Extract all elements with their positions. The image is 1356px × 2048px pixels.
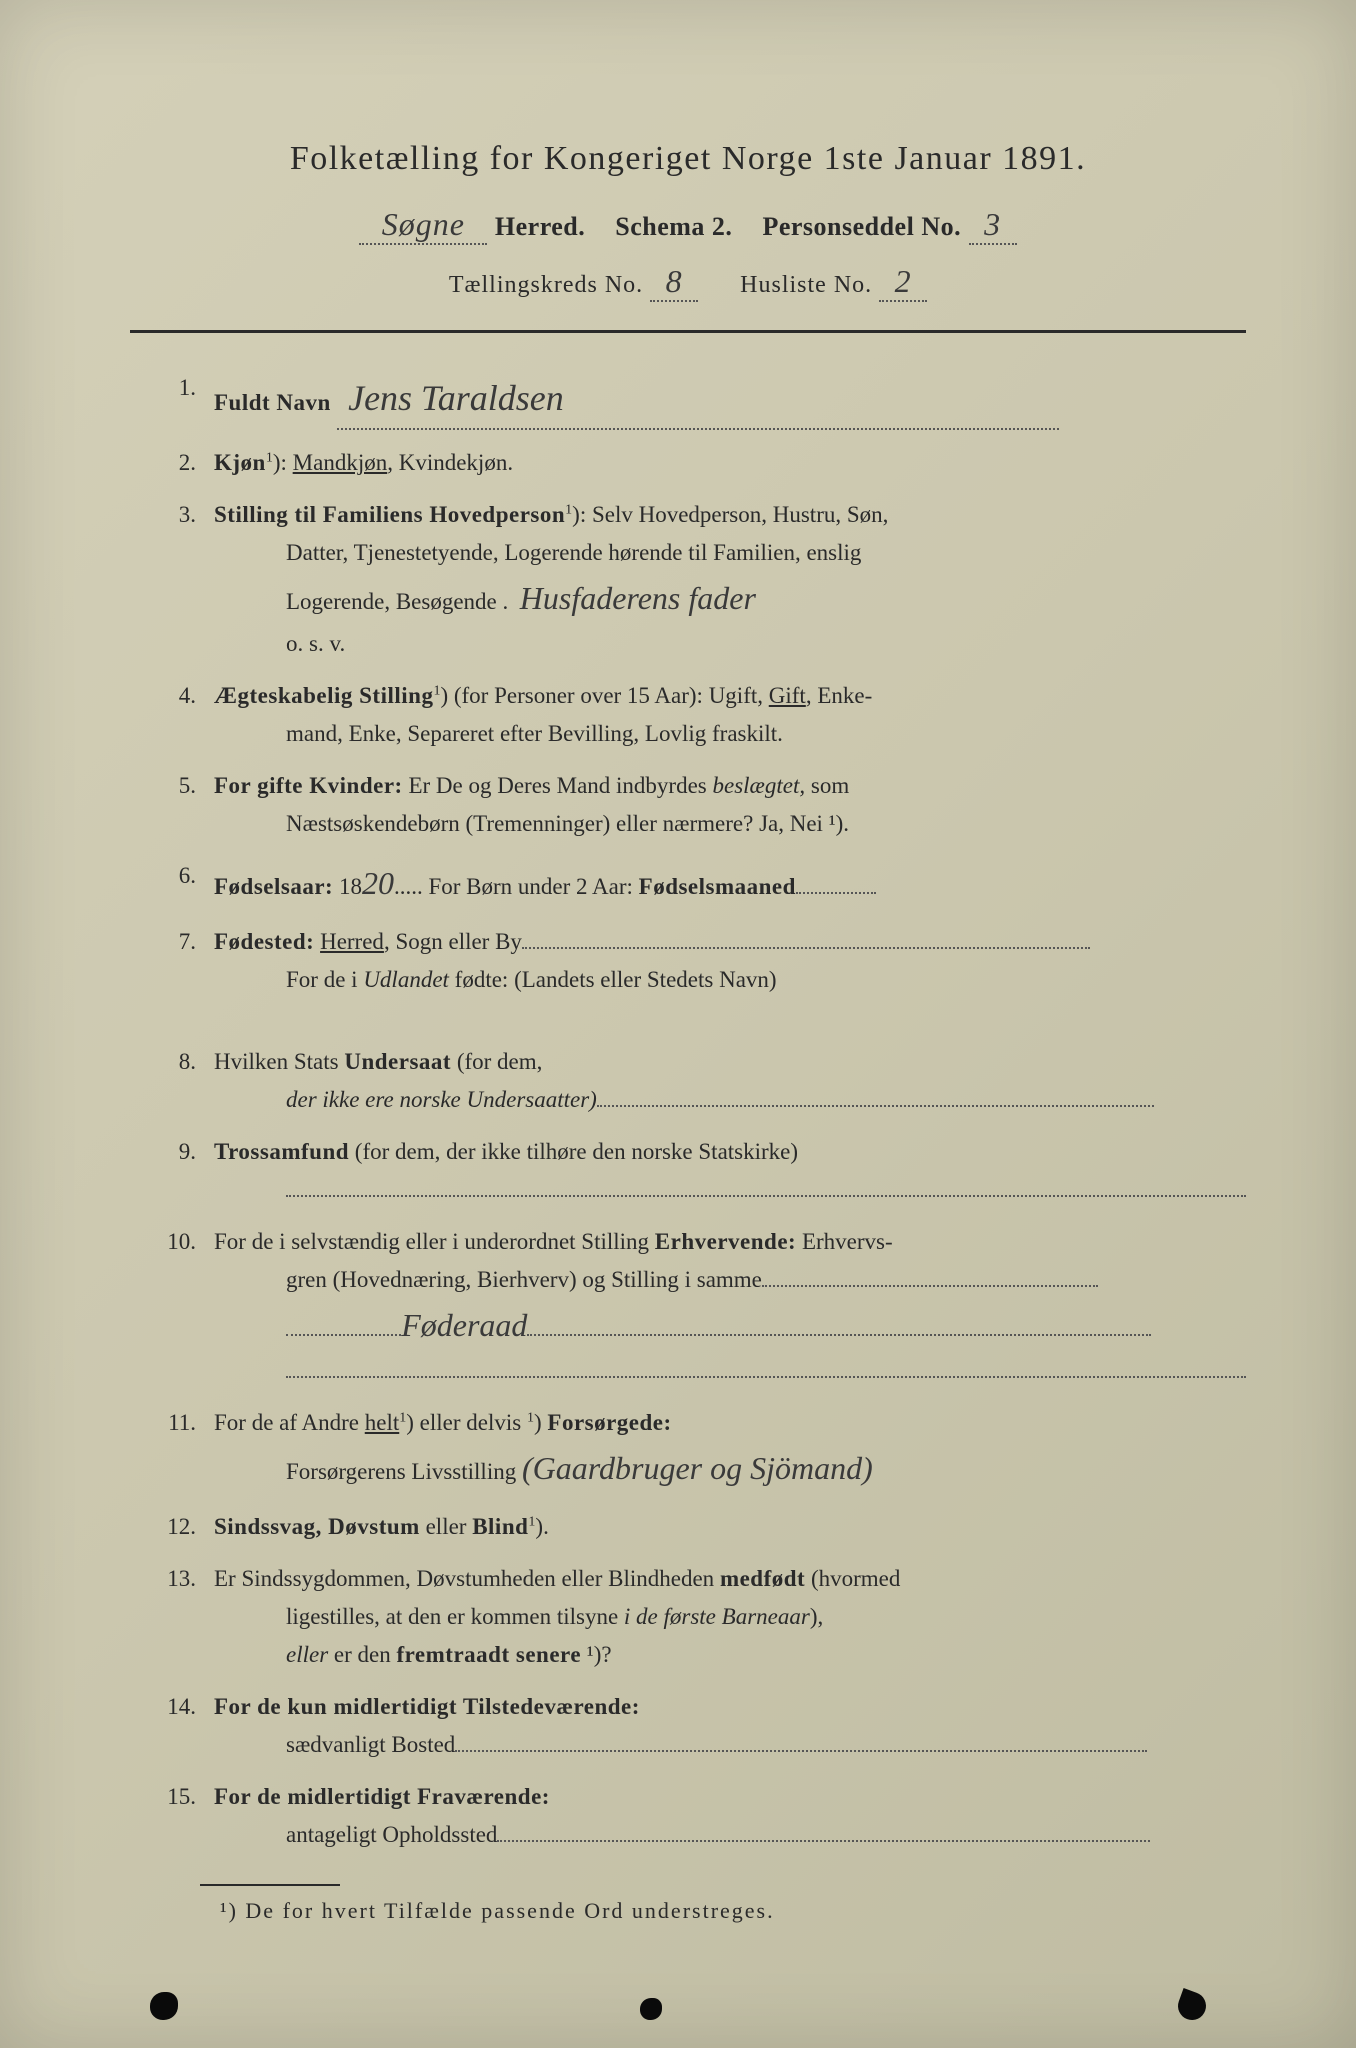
subtitle-row-2: Tællingskreds No. 8 Husliste No. 2 bbox=[130, 263, 1246, 302]
entry-12: 12. Sindssvag, Døvstum eller Blind1). bbox=[140, 1508, 1246, 1546]
footnote: ¹) De for hvert Tilfælde passende Ord un… bbox=[130, 1898, 1246, 1924]
entry-1: 1. Fuldt Navn Jens Taraldsen bbox=[140, 369, 1246, 430]
entry-13: 13. Er Sindssygdommen, Døvstumheden elle… bbox=[140, 1560, 1246, 1674]
form-header: Folketælling for Kongeriget Norge 1ste J… bbox=[130, 140, 1246, 302]
kreds-label: Tællingskreds No. bbox=[449, 272, 643, 298]
provider-hw: (Gaardbruger og Sjömand) bbox=[522, 1442, 873, 1495]
binding-hole bbox=[640, 1998, 662, 2020]
binding-hole bbox=[1174, 1988, 1210, 2024]
entry-body: Fuldt Navn Jens Taraldsen bbox=[214, 369, 1246, 430]
entry-6: 6. Fødselsaar: 1820..... For Børn under … bbox=[140, 857, 1246, 910]
entry-15: 15. For de midlertidigt Fraværende: anta… bbox=[140, 1778, 1246, 1854]
footnote-rule bbox=[200, 1884, 340, 1886]
entry-3: 3. Stilling til Familiens Hovedperson1):… bbox=[140, 496, 1246, 663]
husliste-no: 2 bbox=[895, 263, 912, 300]
personseddel-label: Personseddel No. bbox=[762, 212, 961, 241]
husliste-label: Husliste No. bbox=[740, 272, 872, 298]
binding-hole bbox=[150, 1992, 178, 2020]
header-rule bbox=[130, 330, 1246, 333]
entry-7: 7. Fødested: Herred, Sogn eller By For d… bbox=[140, 923, 1246, 999]
herred-label: Herred. bbox=[495, 212, 585, 241]
name-handwritten: Jens Taraldsen bbox=[348, 369, 564, 428]
entry-14: 14. For de kun midlertidigt Tilstedevære… bbox=[140, 1688, 1246, 1764]
birthyear-hw: 20 bbox=[362, 857, 394, 910]
entry-10: 10. For de i selvstændig eller i underor… bbox=[140, 1223, 1246, 1390]
entry-9: 9. Trossamfund (for dem, der ikke tilhør… bbox=[140, 1133, 1246, 1209]
main-title: Folketælling for Kongeriget Norge 1ste J… bbox=[130, 140, 1246, 178]
occupation-hw: Føderaad bbox=[401, 1299, 527, 1352]
entry-8: 8. Hvilken Stats Undersaat (for dem, der… bbox=[140, 1043, 1246, 1119]
personseddel-no: 3 bbox=[984, 206, 1001, 243]
herred-handwritten: Søgne bbox=[382, 206, 465, 243]
entry-4: 4. Ægteskabelig Stilling1) (for Personer… bbox=[140, 677, 1246, 753]
entry-11: 11. For de af Andre helt1) eller delvis … bbox=[140, 1404, 1246, 1495]
entry-2: 2. Kjøn1): Mandkjøn, Kvindekjøn. bbox=[140, 444, 1246, 482]
subtitle-row-1: Søgne Herred. Schema 2. Personseddel No.… bbox=[130, 206, 1246, 245]
kreds-no: 8 bbox=[666, 263, 683, 300]
entry-5: 5. For gifte Kvinder: Er De og Deres Man… bbox=[140, 767, 1246, 843]
schema-label: Schema 2. bbox=[615, 212, 732, 241]
relation-handwritten: Husfaderens fader bbox=[520, 572, 756, 625]
entry-num: 1. bbox=[140, 369, 214, 407]
census-form-page: Folketælling for Kongeriget Norge 1ste J… bbox=[0, 0, 1356, 2048]
entries-list: 1. Fuldt Navn Jens Taraldsen 2. Kjøn1): … bbox=[130, 369, 1246, 1854]
